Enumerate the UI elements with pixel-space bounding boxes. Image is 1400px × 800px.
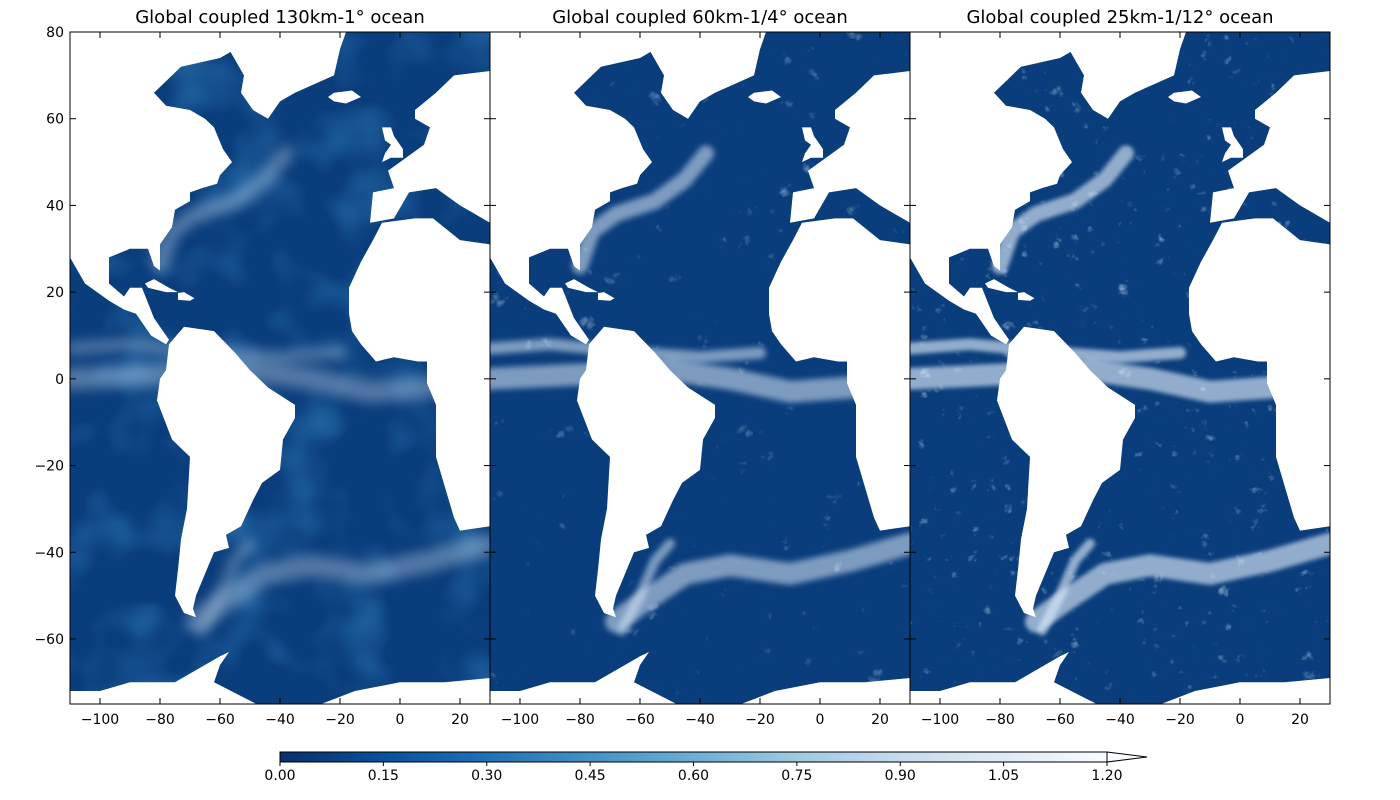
land-iceland	[1168, 90, 1201, 104]
land-northAmerica	[70, 32, 265, 345]
x-tick-label: −40	[1105, 712, 1135, 728]
colorbar-tick-label: 1.05	[988, 768, 1019, 784]
x-tick-label: −20	[1165, 712, 1195, 728]
land-britain	[382, 127, 403, 163]
x-tick-label: −40	[685, 712, 715, 728]
map-panel-3: Global coupled 25km-1/12° ocean −100 −80 −6…	[909, 7, 1331, 728]
colorbar-tick-label: 0.00	[264, 768, 295, 784]
x-tick-label: −100	[921, 712, 959, 728]
equatorial-band	[70, 359, 441, 403]
x-tick-label: −60	[205, 712, 235, 728]
x-tick-label: 20	[871, 712, 889, 728]
land-iceland	[328, 90, 361, 104]
x-tick-label: −80	[985, 712, 1015, 728]
colorbar-tick-label: 0.45	[575, 768, 606, 784]
land-britain	[1222, 127, 1243, 163]
land-africa	[349, 218, 490, 531]
land-antarctica	[910, 652, 1330, 704]
gulf-stream-band	[572, 145, 714, 275]
x-tick-label: 20	[1291, 712, 1309, 728]
y-tick-label: −20	[34, 459, 64, 475]
land-antarctica	[70, 652, 490, 704]
colorbar-gradient	[279, 751, 1108, 763]
colorbar-tick-label: 0.60	[678, 768, 709, 784]
y-tick-label: 20	[46, 285, 64, 301]
x-tick-label: 0	[396, 712, 405, 728]
land-europe	[370, 71, 490, 223]
land-europe	[1210, 71, 1330, 223]
land-antarctica	[490, 652, 910, 704]
equatorial-band	[910, 359, 1281, 403]
land-britain	[802, 127, 823, 163]
colorbar-tick-label: 0.75	[781, 768, 812, 784]
malvinas-band	[197, 538, 255, 636]
land-cuba	[565, 279, 598, 293]
x-tick-label: 0	[816, 712, 825, 728]
colorbar-tick-label: 1.20	[1091, 768, 1122, 784]
land-southAmerica	[577, 326, 715, 618]
y-tick-label: −40	[34, 545, 64, 561]
x-tick-label: −80	[145, 712, 175, 728]
panel-title: Global coupled 25km-1/12° ocean	[966, 7, 1273, 28]
x-tick-label: −80	[565, 712, 595, 728]
land-arcticIslands	[490, 32, 634, 84]
x-tick-label: −60	[1045, 712, 1075, 728]
x-tick-label: −20	[745, 712, 775, 728]
colorbar-tick-label: 0.30	[471, 768, 502, 784]
x-tick-label: −100	[81, 712, 119, 728]
malvinas-band	[617, 538, 675, 636]
land-greenland	[190, 32, 346, 119]
land-greenland	[1030, 32, 1186, 119]
y-tick-label: 0	[55, 372, 64, 388]
x-tick-label: −20	[325, 712, 355, 728]
y-tick-label: 60	[46, 112, 64, 128]
land-southAmerica	[157, 326, 295, 618]
map-panel-2: Global coupled 60km-1/4° ocean −100 −80 −60…	[489, 7, 911, 728]
land-greenland	[610, 32, 766, 119]
equatorial-band	[490, 359, 861, 403]
land-hispaniola	[178, 292, 195, 301]
land-hispaniola	[598, 292, 615, 301]
colorbar-tick-label: 0.15	[368, 768, 399, 784]
land-africa	[769, 218, 910, 531]
map-panel-1: Global coupled 130km-1° ocean −100 −80 −60 −…	[34, 7, 491, 728]
y-tick-label: 40	[46, 198, 64, 214]
colorbar: 0.00 0.15 0.30 0.45 0.60 0.75 0.90 1.05 1.20	[264, 751, 1148, 784]
x-tick-label: −100	[501, 712, 539, 728]
land-cuba	[145, 279, 178, 293]
panel-title: Global coupled 60km-1/4° ocean	[552, 7, 848, 28]
land-europe	[790, 71, 910, 223]
land-hispaniola	[1018, 292, 1035, 301]
y-tick-label: 80	[46, 25, 64, 41]
x-tick-label: 0	[1236, 712, 1245, 728]
x-tick-label: −60	[625, 712, 655, 728]
malvinas-band	[1037, 538, 1095, 636]
colorbar-tick-label: 0.90	[885, 768, 916, 784]
x-tick-label: −40	[265, 712, 295, 728]
land-arcticIslands	[910, 32, 1054, 84]
land-southAmerica	[997, 326, 1135, 618]
colorbar-extend-arrow	[1106, 751, 1148, 763]
gulf-stream-band	[992, 145, 1134, 275]
panel-title: Global coupled 130km-1° ocean	[135, 7, 425, 28]
land-northAmerica	[490, 32, 685, 345]
land-africa	[1189, 218, 1330, 531]
x-tick-label: 20	[451, 712, 469, 728]
land-northAmerica	[910, 32, 1105, 345]
gulf-stream-band	[152, 145, 294, 275]
acc-band	[185, 532, 490, 633]
land-iceland	[748, 90, 781, 104]
land-arcticIslands	[70, 32, 214, 84]
y-tick-label: −60	[34, 632, 64, 648]
land-cuba	[985, 279, 1018, 293]
